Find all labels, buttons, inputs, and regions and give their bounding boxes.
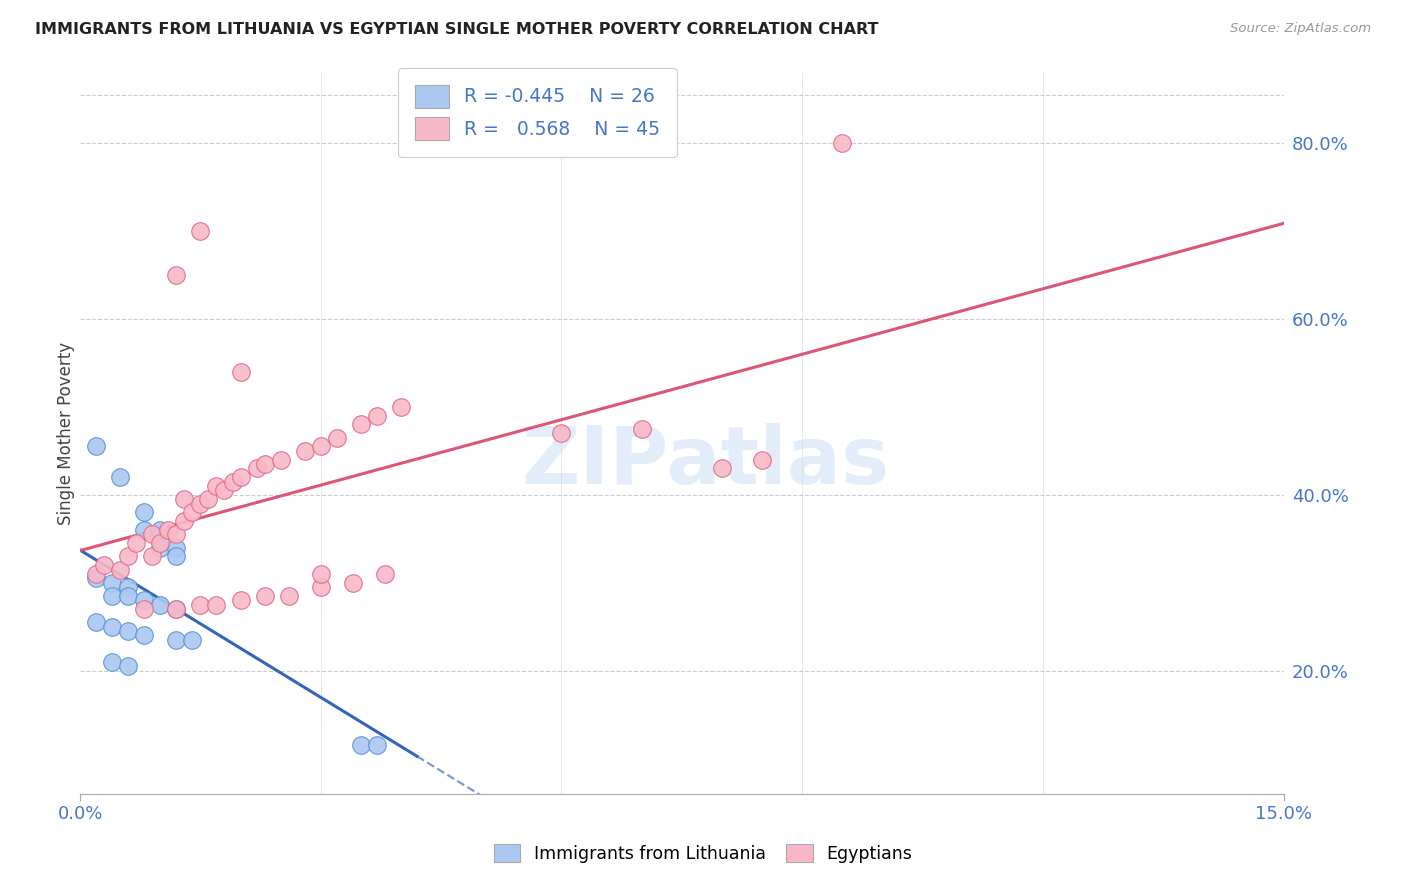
Point xyxy=(630,422,652,436)
Point xyxy=(84,566,107,581)
Point xyxy=(326,431,349,445)
Point xyxy=(173,514,195,528)
Point xyxy=(108,562,131,576)
Point xyxy=(134,602,156,616)
Point xyxy=(134,628,156,642)
Point xyxy=(366,739,388,753)
Point xyxy=(117,624,139,638)
Point xyxy=(141,549,163,564)
Point xyxy=(190,598,212,612)
Point xyxy=(134,593,156,607)
Point xyxy=(205,479,228,493)
Point xyxy=(229,593,252,607)
Point xyxy=(221,475,243,489)
Point xyxy=(309,566,332,581)
Point xyxy=(190,224,212,238)
Point xyxy=(831,136,853,151)
Point xyxy=(173,492,195,507)
Point xyxy=(84,571,107,585)
Point xyxy=(253,589,276,603)
Point xyxy=(181,632,204,647)
Point xyxy=(125,536,148,550)
Point xyxy=(270,452,292,467)
Point xyxy=(389,400,412,414)
Point xyxy=(253,457,276,471)
Point xyxy=(181,505,204,519)
Point xyxy=(165,541,187,555)
Point xyxy=(117,549,139,564)
Point xyxy=(165,602,187,616)
Point xyxy=(245,461,267,475)
Point xyxy=(101,620,124,634)
Point xyxy=(165,527,187,541)
Point xyxy=(165,632,187,647)
Point xyxy=(93,558,115,573)
Point xyxy=(190,497,212,511)
Point xyxy=(101,589,124,603)
Point xyxy=(108,470,131,484)
Point xyxy=(134,505,156,519)
Point xyxy=(157,523,180,537)
Point xyxy=(309,440,332,454)
Point xyxy=(214,483,236,498)
Point xyxy=(751,452,773,467)
Point xyxy=(141,527,163,541)
Text: ZIPatlas: ZIPatlas xyxy=(522,423,890,501)
Point xyxy=(350,417,373,432)
Point xyxy=(165,602,187,616)
Point xyxy=(342,575,364,590)
Point xyxy=(229,365,252,379)
Point xyxy=(149,598,172,612)
Text: IMMIGRANTS FROM LITHUANIA VS EGYPTIAN SINGLE MOTHER POVERTY CORRELATION CHART: IMMIGRANTS FROM LITHUANIA VS EGYPTIAN SI… xyxy=(35,22,879,37)
Point xyxy=(149,536,172,550)
Point xyxy=(149,541,172,555)
Point xyxy=(294,443,316,458)
Point xyxy=(710,461,733,475)
Y-axis label: Single Mother Poverty: Single Mother Poverty xyxy=(58,342,75,524)
Point xyxy=(165,268,187,282)
Point xyxy=(309,580,332,594)
Point xyxy=(134,523,156,537)
Text: Source: ZipAtlas.com: Source: ZipAtlas.com xyxy=(1230,22,1371,36)
Point xyxy=(277,589,299,603)
Point xyxy=(205,598,228,612)
Point xyxy=(101,575,124,590)
Point xyxy=(84,615,107,630)
Legend: Immigrants from Lithuania, Egyptians: Immigrants from Lithuania, Egyptians xyxy=(486,838,920,870)
Point xyxy=(366,409,388,423)
Point xyxy=(117,589,139,603)
Point xyxy=(229,470,252,484)
Point xyxy=(117,659,139,673)
Point xyxy=(149,523,172,537)
Point xyxy=(117,580,139,594)
Point xyxy=(374,566,396,581)
Point xyxy=(84,440,107,454)
Point xyxy=(197,492,219,507)
Legend: R = -0.445    N = 26, R =   0.568    N = 45: R = -0.445 N = 26, R = 0.568 N = 45 xyxy=(398,68,676,157)
Point xyxy=(165,549,187,564)
Point xyxy=(101,655,124,669)
Point xyxy=(350,739,373,753)
Point xyxy=(550,426,572,441)
